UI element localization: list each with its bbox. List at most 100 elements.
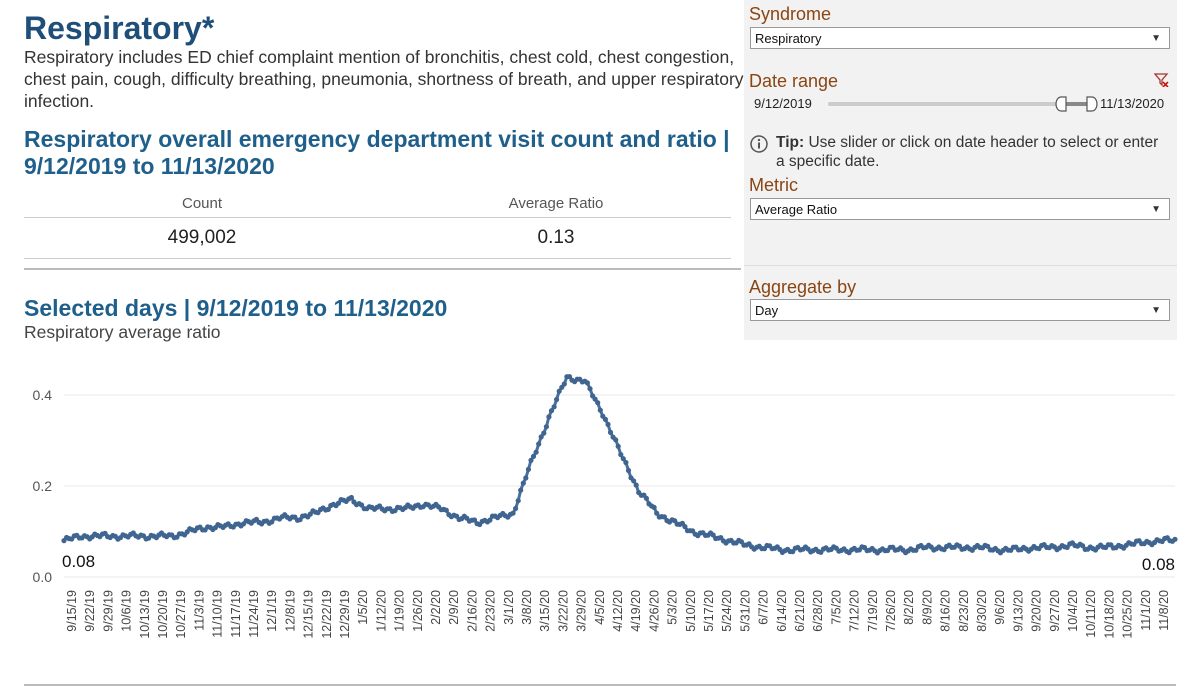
x-tick-label[interactable]: 10/20/19 [156, 590, 170, 639]
data-point[interactable] [613, 437, 619, 443]
x-tick-label[interactable]: 4/12/20 [611, 590, 625, 632]
x-tick-label[interactable]: 6/21/20 [793, 590, 807, 632]
x-tick-label[interactable]: 5/31/20 [738, 590, 752, 632]
data-point[interactable] [443, 507, 449, 513]
data-point[interactable] [661, 514, 668, 520]
data-point[interactable] [597, 407, 603, 413]
data-point[interactable] [620, 456, 626, 462]
x-tick-label[interactable]: 10/18/20 [1102, 590, 1116, 639]
data-point[interactable] [269, 519, 275, 525]
data-point[interactable] [548, 408, 555, 414]
data-point[interactable] [513, 505, 519, 512]
data-point[interactable] [538, 434, 544, 440]
x-tick-label[interactable]: 3/29/20 [575, 590, 589, 632]
x-tick-label[interactable]: 7/19/20 [866, 590, 880, 632]
data-point[interactable] [530, 453, 537, 459]
x-tick-label[interactable]: 2/23/20 [484, 590, 498, 632]
x-tick-label[interactable]: 3/8/20 [520, 590, 534, 625]
data-point[interactable] [487, 517, 493, 523]
data-point[interactable] [913, 547, 919, 553]
x-tick-label[interactable]: 7/26/20 [884, 590, 898, 632]
date-slider-end-handle[interactable] [1086, 96, 1098, 112]
data-point[interactable] [985, 543, 991, 549]
x-tick-label[interactable]: 10/11/20 [1084, 590, 1098, 638]
data-point[interactable] [536, 441, 542, 447]
data-point[interactable] [631, 478, 637, 484]
data-point[interactable] [654, 510, 660, 516]
data-point[interactable] [543, 424, 550, 430]
data-point[interactable] [682, 524, 688, 530]
x-tick-label[interactable]: 5/17/20 [702, 590, 716, 632]
x-tick-label[interactable]: 5/3/20 [666, 590, 680, 625]
x-tick-label[interactable]: 11/8/20 [1157, 590, 1171, 631]
syndrome-select[interactable]: Respiratory ▼ [750, 27, 1170, 49]
data-point[interactable] [541, 430, 547, 436]
x-tick-label[interactable]: 9/29/19 [101, 590, 115, 632]
data-point[interactable] [615, 443, 621, 449]
data-point[interactable] [556, 388, 562, 394]
data-point[interactable] [618, 452, 624, 458]
data-point[interactable] [633, 482, 639, 488]
x-tick-label[interactable]: 9/27/20 [1048, 590, 1062, 632]
data-point[interactable] [607, 429, 614, 435]
x-tick-label[interactable]: 1/26/20 [411, 590, 425, 632]
data-point[interactable] [651, 504, 657, 510]
metric-select[interactable]: Average Ratio ▼ [750, 198, 1170, 220]
x-tick-label[interactable]: 1/19/20 [393, 590, 407, 632]
data-point[interactable] [623, 459, 629, 466]
data-point[interactable] [551, 404, 557, 410]
data-point[interactable] [510, 510, 516, 516]
x-tick-label[interactable]: 12/22/19 [320, 590, 334, 639]
x-tick-label[interactable]: 8/30/20 [975, 590, 989, 632]
data-point[interactable] [602, 416, 609, 422]
data-point[interactable] [520, 480, 526, 486]
data-point[interactable] [533, 449, 539, 455]
data-point[interactable] [643, 495, 650, 501]
data-point[interactable] [554, 396, 560, 403]
data-point[interactable] [359, 502, 365, 508]
aggregate-select[interactable]: Day ▼ [750, 299, 1170, 321]
data-point[interactable] [325, 506, 331, 512]
data-point[interactable] [625, 467, 632, 474]
x-tick-label[interactable]: 3/22/20 [556, 590, 570, 632]
data-point[interactable] [523, 475, 529, 481]
x-tick-label[interactable]: 8/2/20 [902, 590, 916, 625]
x-tick-label[interactable]: 6/28/20 [811, 590, 825, 632]
x-tick-label[interactable]: 3/1/20 [502, 590, 516, 625]
x-tick-label[interactable]: 10/4/20 [1066, 590, 1080, 632]
x-tick-label[interactable]: 2/16/20 [465, 590, 479, 632]
data-point[interactable] [605, 421, 611, 427]
data-point[interactable] [335, 500, 342, 506]
x-tick-label[interactable]: 6/7/20 [757, 590, 771, 625]
x-tick-label[interactable]: 11/1/20 [1139, 590, 1153, 631]
data-point[interactable] [515, 498, 521, 504]
x-tick-label[interactable]: 4/26/20 [647, 590, 661, 632]
data-point[interactable] [561, 381, 567, 387]
x-tick-label[interactable]: 8/16/20 [939, 590, 953, 632]
x-tick-label[interactable]: 4/5/20 [593, 590, 607, 625]
x-tick-label[interactable]: 10/6/19 [120, 590, 134, 632]
x-tick-label[interactable]: 12/8/19 [283, 590, 297, 632]
x-tick-label[interactable]: 3/15/20 [538, 590, 552, 632]
date-slider-start-handle[interactable] [1054, 96, 1067, 112]
clear-filter-icon[interactable] [1154, 73, 1170, 87]
x-tick-label[interactable]: 1/12/20 [374, 590, 388, 632]
date-end[interactable]: 11/13/2020 [1100, 96, 1165, 111]
x-tick-label[interactable]: 8/9/20 [920, 590, 934, 625]
x-tick-label[interactable]: 8/23/20 [957, 590, 971, 632]
x-tick-label[interactable]: 12/15/19 [302, 590, 316, 639]
x-tick-label[interactable]: 11/10/19 [211, 590, 225, 638]
x-tick-label[interactable]: 10/27/19 [174, 590, 188, 639]
ratio-line-chart[interactable]: 0.0 0.2 0.4 0.08 0.08 9/15/19 9/22/19 9/29/1… [0, 350, 1200, 691]
x-tick-label[interactable]: 11/24/19 [247, 590, 261, 638]
date-start[interactable]: 9/12/2019 [754, 96, 812, 111]
x-tick-label[interactable]: 9/15/19 [65, 590, 79, 632]
x-tick-label[interactable]: 5/24/20 [720, 590, 734, 632]
x-tick-label[interactable]: 4/19/20 [629, 590, 643, 632]
x-tick-label[interactable]: 10/13/19 [138, 590, 152, 639]
x-tick-label[interactable]: 7/12/20 [848, 590, 862, 632]
x-tick-label[interactable]: 9/22/19 [83, 590, 97, 632]
data-point[interactable] [584, 380, 591, 386]
data-point[interactable] [1172, 536, 1178, 542]
data-point[interactable] [348, 494, 354, 501]
